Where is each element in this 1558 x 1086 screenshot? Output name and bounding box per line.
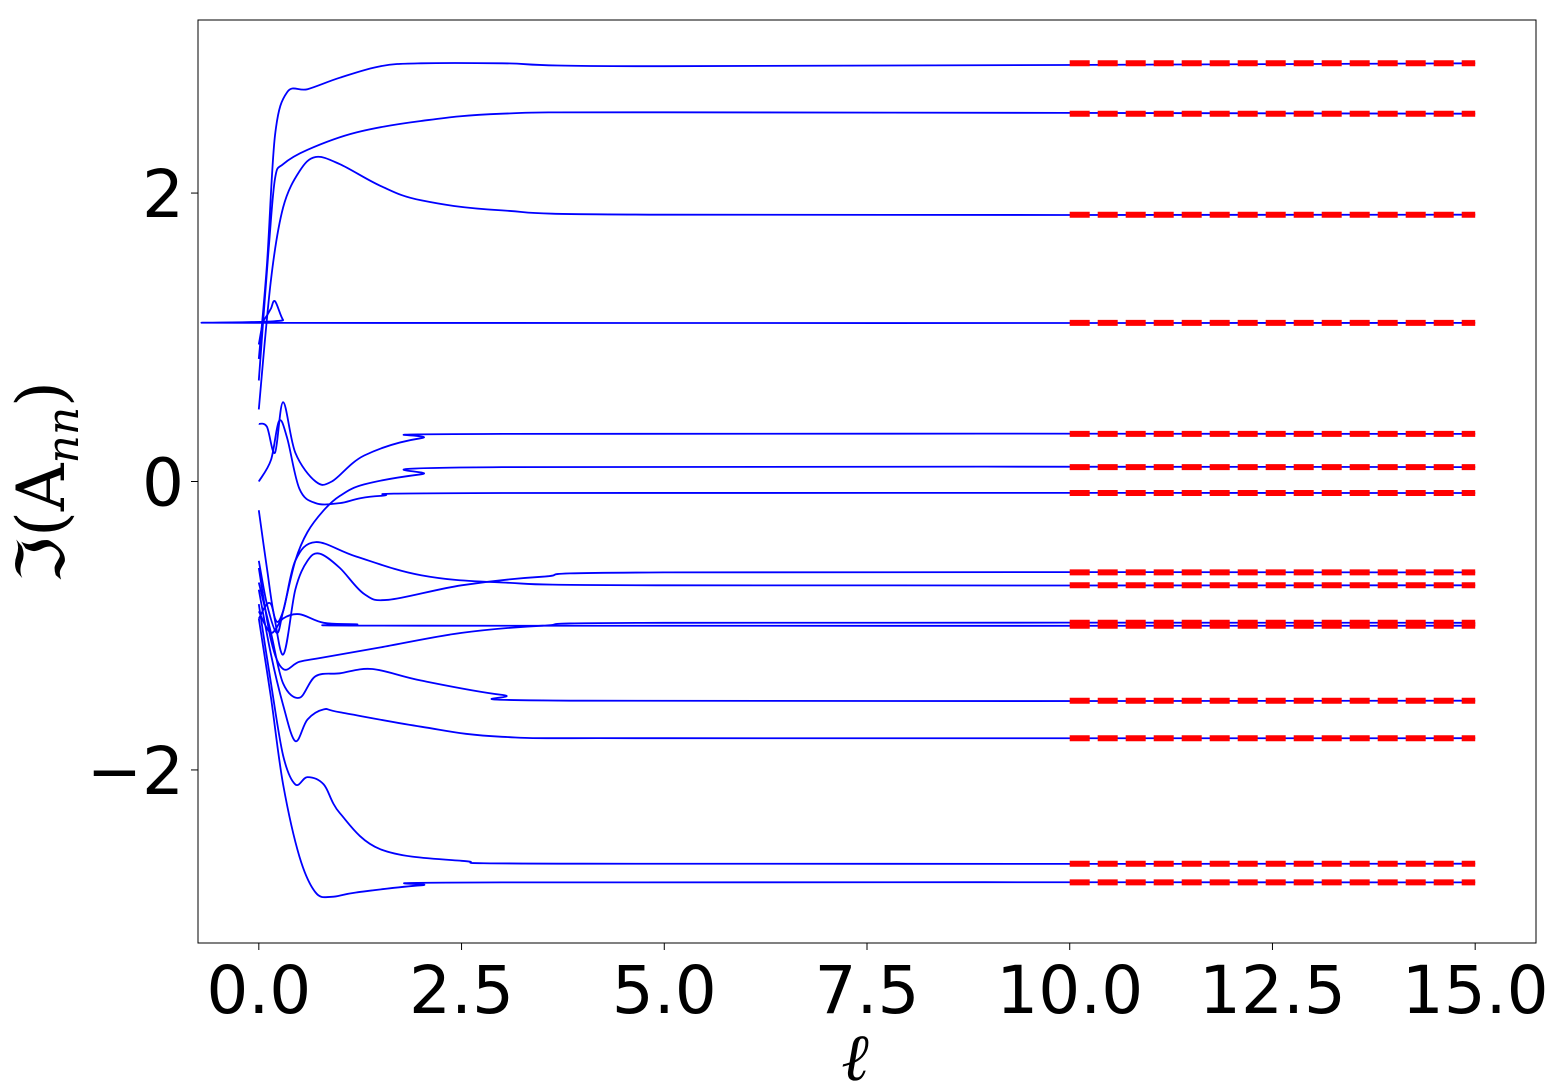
y-axis-label-close: ) <box>3 381 80 407</box>
flow-line-7 <box>257 510 1476 623</box>
flow-line-8 <box>258 552 1476 656</box>
y-tick-label: −2 <box>87 733 184 810</box>
flow-line-0 <box>257 62 1476 359</box>
flow-line-13 <box>257 603 1476 865</box>
flow-line-3 <box>200 299 1476 345</box>
flow-line-5 <box>257 465 1476 634</box>
flow-line-6 <box>258 419 1476 506</box>
flow-line-9 <box>257 610 1476 634</box>
flow-line-10 <box>257 567 1476 671</box>
x-tick-label: 7.5 <box>815 952 920 1029</box>
flow-line-1 <box>257 111 1476 381</box>
axes-frame <box>197 19 1537 944</box>
x-tick-label: 5.0 <box>612 952 717 1029</box>
y-tick-label: 2 <box>142 156 184 233</box>
flow-line-14 <box>257 618 1476 899</box>
flow-line-12 <box>257 589 1476 743</box>
y-axis-label-subscript: nn <box>38 407 89 464</box>
x-tick-label: 10.0 <box>996 952 1143 1029</box>
flow-line-11 <box>257 582 1476 703</box>
x-axis-label: ℓ <box>841 1019 869 1086</box>
y-axis-label: ℑ(Ann) <box>3 381 89 583</box>
plot-area <box>200 60 1476 899</box>
y-axis: 2 0 −2 <box>87 156 198 810</box>
flow-line-2 <box>257 155 1476 410</box>
x-tick-label: 15.0 <box>1402 952 1549 1029</box>
x-tick-label: 2.5 <box>409 952 514 1029</box>
flow-line-4 <box>258 401 1476 486</box>
y-tick-label: 0 <box>142 445 184 522</box>
x-tick-label: 0.0 <box>206 952 311 1029</box>
x-axis: 0.0 2.5 5.0 7.5 10.0 12.5 15.0 <box>206 943 1549 1029</box>
y-axis-label-main: ℑ(A <box>3 462 80 583</box>
x-tick-label: 12.5 <box>1199 952 1346 1029</box>
